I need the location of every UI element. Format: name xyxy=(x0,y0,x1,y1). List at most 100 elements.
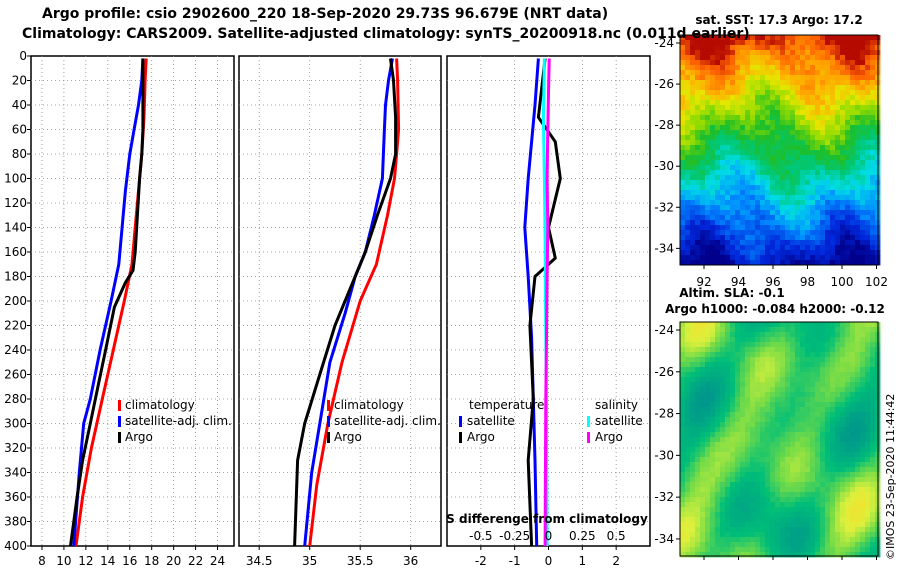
heatmap-cell xyxy=(780,215,786,221)
heatmap-cell xyxy=(775,367,781,373)
heatmap-cell xyxy=(790,527,796,533)
heatmap-cell xyxy=(710,417,716,423)
heatmap-cell xyxy=(865,492,871,498)
heatmap-cell xyxy=(825,50,831,56)
heatmap-cell xyxy=(710,342,716,348)
heatmap-cell xyxy=(855,90,861,96)
heatmap-cell xyxy=(785,210,791,216)
heatmap-cell xyxy=(870,105,876,111)
heatmap-cell xyxy=(815,50,821,56)
heatmap-cell xyxy=(725,60,731,66)
heatmap-cell xyxy=(685,80,691,86)
heatmap-cell xyxy=(760,145,766,151)
heatmap-cell xyxy=(755,80,761,86)
heatmap-cell xyxy=(760,230,766,236)
heatmap-cell xyxy=(805,205,811,211)
heatmap-cell xyxy=(810,457,816,463)
heatmap-cell xyxy=(730,145,736,151)
heatmap-cell xyxy=(860,542,866,548)
heatmap-cell xyxy=(755,522,761,528)
heatmap-cell xyxy=(840,527,846,533)
heatmap-cell xyxy=(750,392,756,398)
heatmap-cell xyxy=(800,342,806,348)
heatmap-cell xyxy=(855,337,861,343)
heatmap-cell xyxy=(810,215,816,221)
heatmap-cell xyxy=(860,40,866,46)
heatmap-cell xyxy=(795,190,801,196)
heatmap-cell xyxy=(810,402,816,408)
heatmap-cell xyxy=(690,322,696,328)
heatmap-cell xyxy=(760,135,766,141)
heatmap-cell xyxy=(710,160,716,166)
heatmap-cell xyxy=(850,422,856,428)
heatmap-cell xyxy=(820,367,826,373)
heatmap-cell xyxy=(820,95,826,101)
heatmap-cell xyxy=(840,447,846,453)
heatmap-cell xyxy=(835,220,841,226)
heatmap-cell xyxy=(805,175,811,181)
heatmap-cell xyxy=(810,507,816,513)
heatmap-cell xyxy=(765,175,771,181)
heatmap-cell xyxy=(765,65,771,71)
heatmap-cell xyxy=(785,140,791,146)
heatmap-cell xyxy=(735,387,741,393)
heatmap-cell xyxy=(705,532,711,538)
heatmap-cell xyxy=(790,387,796,393)
heatmap-cell xyxy=(715,45,721,51)
heatmap-cell xyxy=(830,60,836,66)
heatmap-cell xyxy=(775,195,781,201)
heatmap-cell xyxy=(815,245,821,251)
heatmap-cell xyxy=(815,95,821,101)
heatmap-cell xyxy=(765,482,771,488)
heatmap-cell xyxy=(820,105,826,111)
heatmap-cell xyxy=(805,517,811,523)
heatmap-cell xyxy=(740,160,746,166)
heatmap-cell xyxy=(850,155,856,161)
heatmap-cell xyxy=(835,332,841,338)
heatmap-cell xyxy=(840,125,846,131)
heatmap-cell xyxy=(680,487,686,493)
heatmap-cell xyxy=(730,70,736,76)
heatmap-cell xyxy=(775,35,781,41)
heatmap-cell xyxy=(685,512,691,518)
heatmap-cell xyxy=(785,352,791,358)
heatmap-cell xyxy=(855,220,861,226)
heatmap-cell xyxy=(770,110,776,116)
heatmap-cell xyxy=(765,407,771,413)
heatmap-cell xyxy=(690,507,696,513)
heatmap-cell xyxy=(825,60,831,66)
heatmap-cell xyxy=(705,100,711,106)
heatmap-cell xyxy=(750,387,756,393)
heatmap-cell xyxy=(855,70,861,76)
heatmap-cell xyxy=(845,40,851,46)
heatmap-cell xyxy=(700,397,706,403)
heatmap-cell xyxy=(805,432,811,438)
heatmap-cell xyxy=(800,110,806,116)
heatmap-cell xyxy=(770,215,776,221)
heatmap-cell xyxy=(810,165,816,171)
heatmap-cell xyxy=(740,45,746,51)
heatmap-cell xyxy=(690,205,696,211)
heatmap-cell xyxy=(820,80,826,86)
heatmap-cell xyxy=(685,205,691,211)
heatmap-cell xyxy=(815,482,821,488)
heatmap-cell xyxy=(800,180,806,186)
heatmap-cell xyxy=(860,55,866,61)
heatmap-cell xyxy=(755,235,761,241)
heatmap-cell xyxy=(685,65,691,71)
heatmap-cell xyxy=(755,432,761,438)
heatmap-cell xyxy=(695,230,701,236)
heatmap-cell xyxy=(815,342,821,348)
heatmap-cell xyxy=(820,215,826,221)
heatmap-cell xyxy=(700,255,706,261)
heatmap-cell xyxy=(740,35,746,41)
heatmap-cell xyxy=(785,362,791,368)
heatmap-cell xyxy=(765,70,771,76)
heatmap-cell xyxy=(845,467,851,473)
heatmap-cell xyxy=(725,432,731,438)
heatmap-cell xyxy=(780,160,786,166)
heatmap-cell xyxy=(740,352,746,358)
heatmap-cell xyxy=(700,472,706,478)
heatmap-cell xyxy=(700,240,706,246)
heatmap-cell xyxy=(840,215,846,221)
